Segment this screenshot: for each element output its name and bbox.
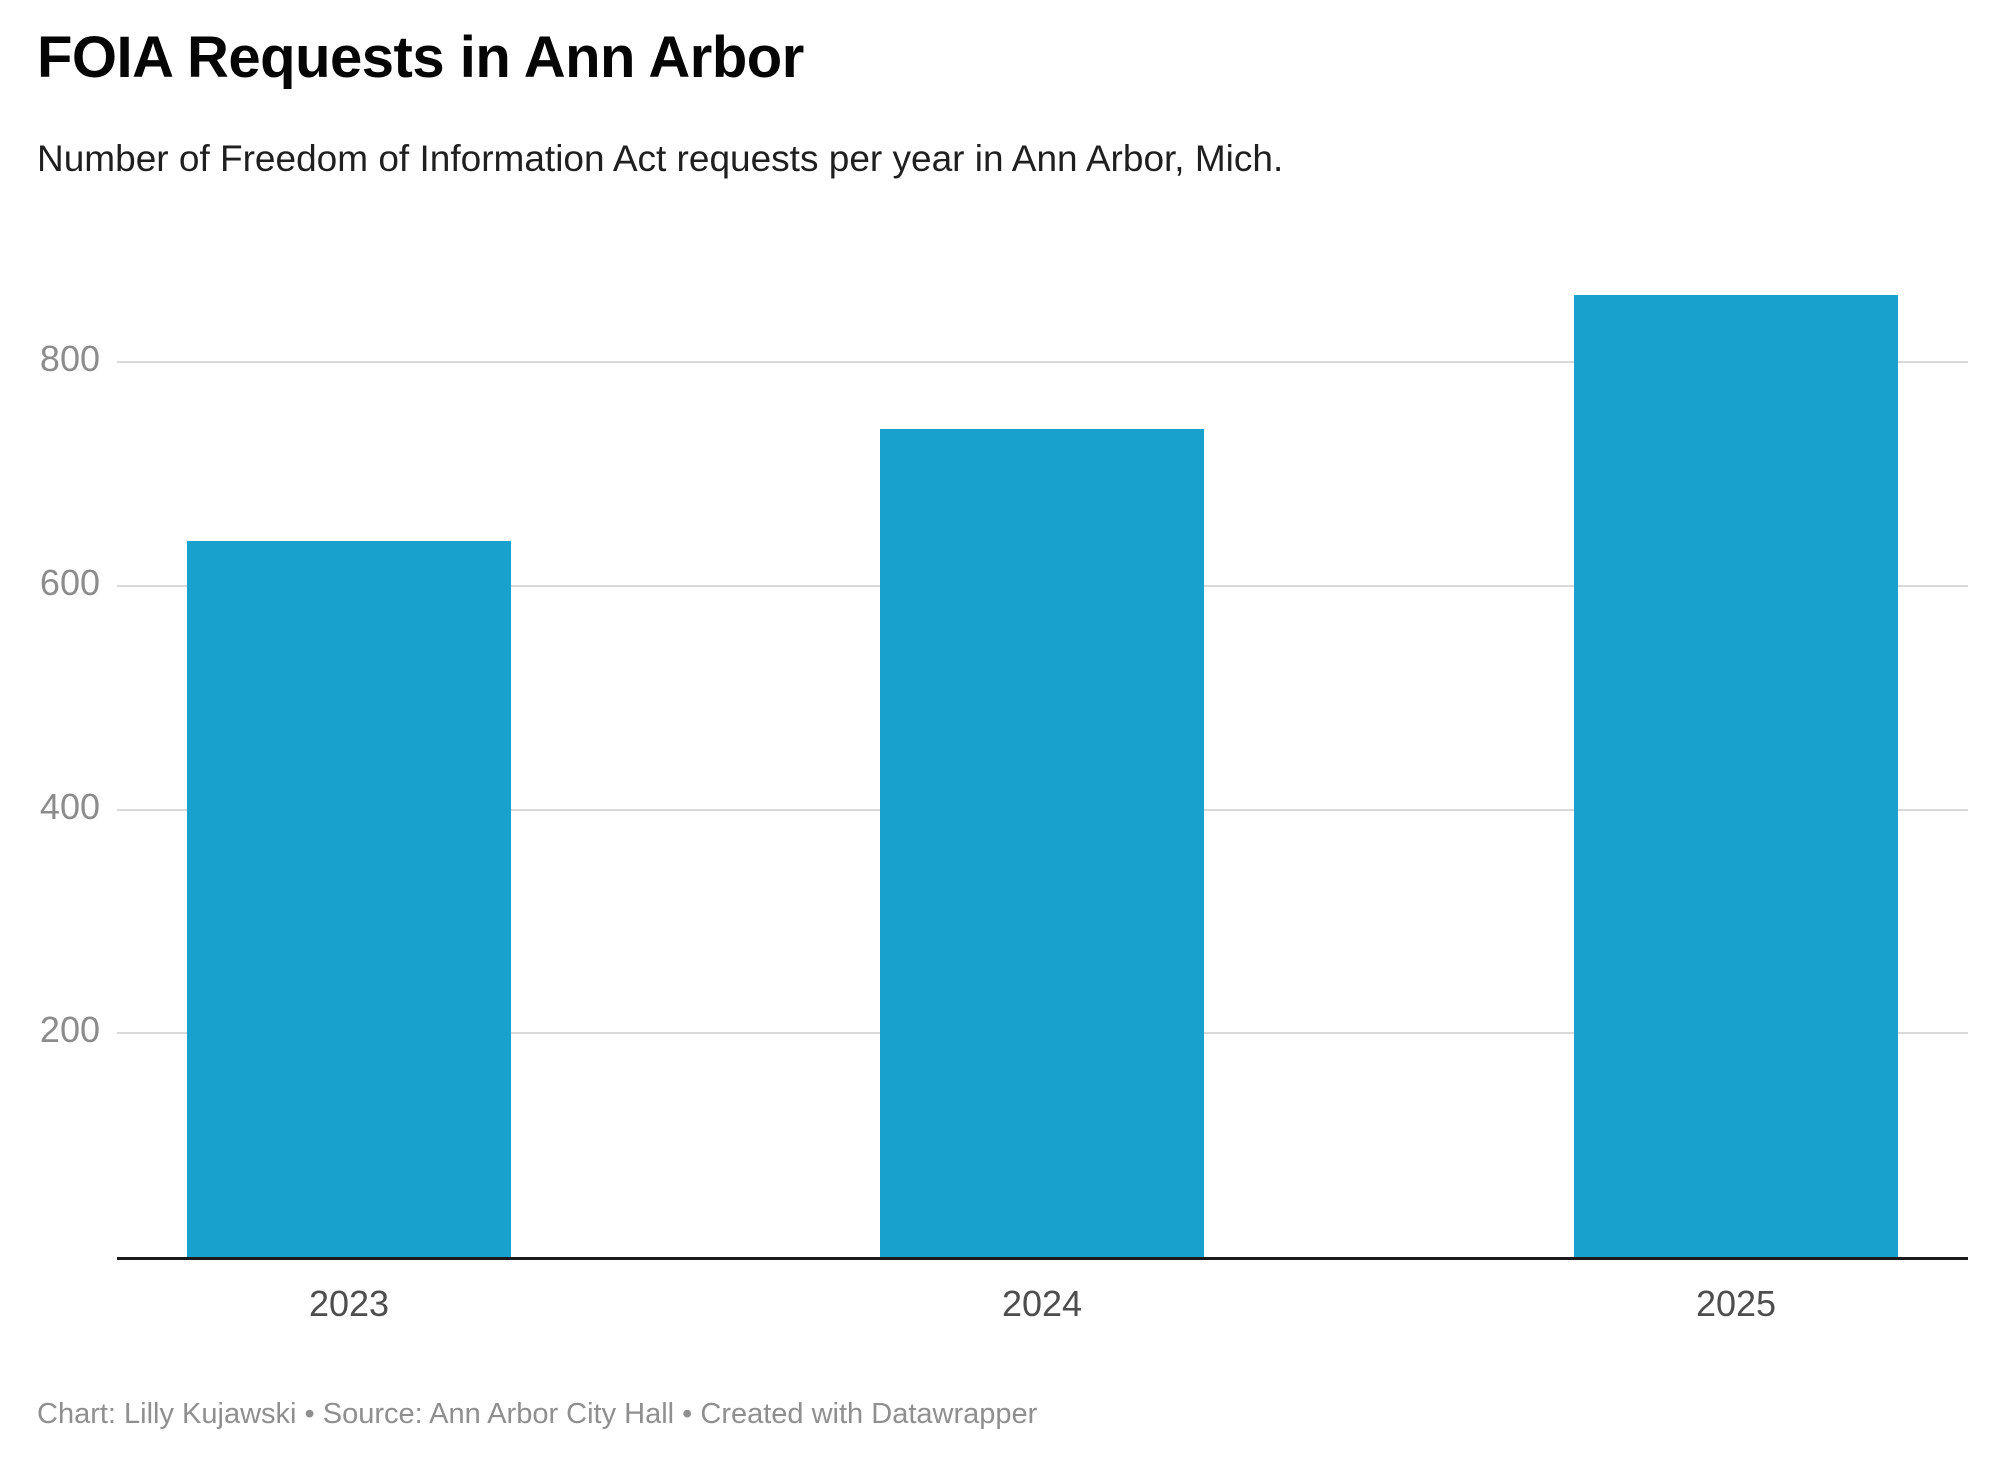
x-axis-tick-label-2024: 2024 <box>1001 1283 1083 1324</box>
x-axis-tick-label-2025: 2025 <box>1695 1283 1777 1324</box>
x-axis-tick-label-2023: 2023 <box>308 1283 390 1324</box>
y-axis-tick-label-600: 600 <box>39 561 100 603</box>
y-axis-tick-label-200: 200 <box>39 1009 100 1051</box>
gridline-800 <box>117 361 1968 363</box>
bar-2023[interactable] <box>187 541 511 1257</box>
y-axis-tick-label-800: 800 <box>39 338 100 379</box>
bar-2025[interactable] <box>1574 294 1898 1257</box>
bar-2024[interactable] <box>880 429 1204 1257</box>
y-axis-tick-label-400: 400 <box>39 785 100 827</box>
chart-footer-byline: Chart: Lilly Kujawski • Source: Ann Arbo… <box>37 1398 1038 1430</box>
chart-subtitle: Number of Freedom of Information Act req… <box>37 138 1284 179</box>
x-axis-baseline <box>117 1257 1968 1260</box>
chart-title: FOIA Requests in Ann Arbor <box>37 25 804 90</box>
